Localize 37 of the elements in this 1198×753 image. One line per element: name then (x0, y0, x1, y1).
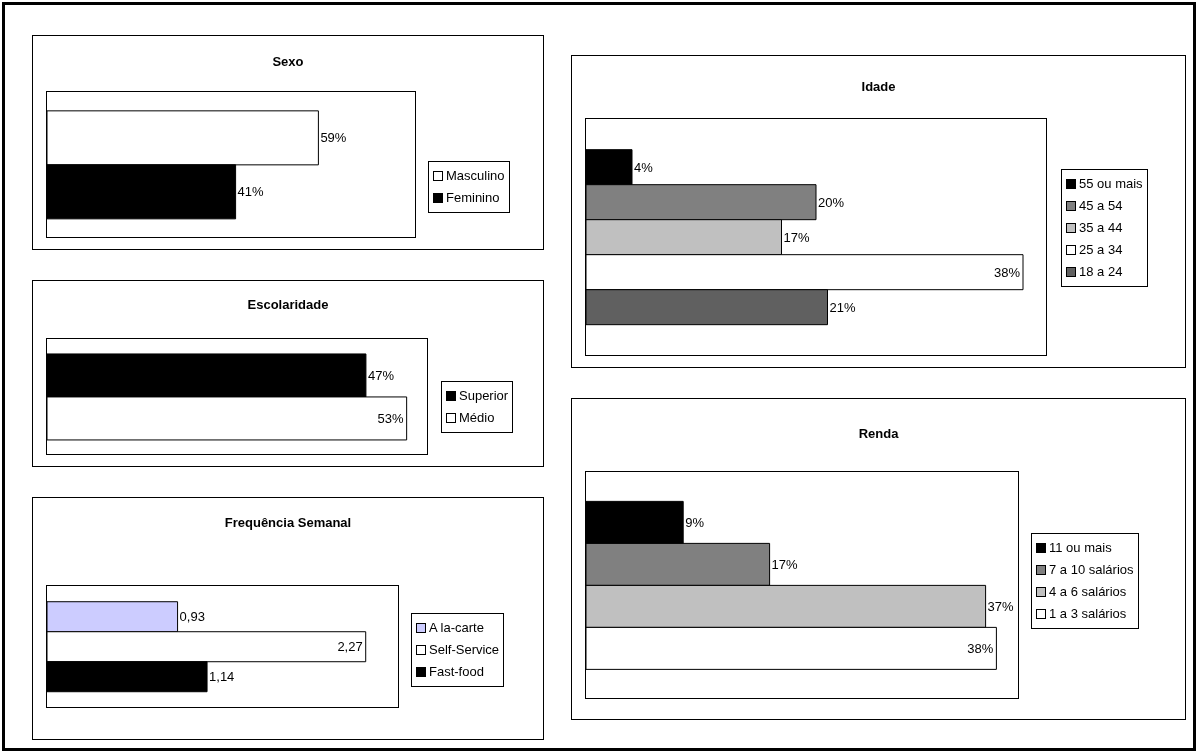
chart-title: Renda (857, 426, 900, 441)
text: Escolaridade (246, 297, 330, 312)
data-label: 17% (771, 556, 799, 572)
data-label: 0,93 (179, 609, 205, 625)
legend-label: 55 ou mais (1079, 175, 1143, 193)
data-label: 41% (237, 184, 265, 200)
legend-label: Self-Service (429, 641, 500, 659)
data-label: 2,27 (337, 639, 363, 655)
data-label: 1,14 (209, 669, 235, 685)
chart-title: Frequência Semanal (223, 515, 353, 530)
legend-label: 18 a 24 (1079, 263, 1123, 281)
legend-label: 4 a 6 salários (1049, 583, 1127, 601)
data-label: 20% (818, 194, 845, 210)
data-label: 9% (685, 514, 705, 530)
data-label: 4% (634, 159, 654, 175)
legend-label: 1 a 3 salários (1049, 605, 1127, 623)
data-label: 17% (783, 229, 810, 245)
data-label: 59% (320, 130, 347, 146)
legend-label: Masculino (446, 167, 505, 185)
text: Sexo (271, 54, 305, 69)
legend-label: 7 a 10 salários (1049, 561, 1134, 579)
legend-label: Feminino (446, 189, 500, 207)
legend-label: Médio (459, 409, 495, 427)
data-label: 21% (829, 299, 856, 315)
legend-label: Fast-food (429, 663, 484, 681)
data-label: 53% (377, 411, 405, 426)
legend-label: 45 a 54 (1079, 197, 1123, 215)
data-label: 47% (367, 368, 395, 383)
legend-label: 35 a 44 (1079, 219, 1123, 237)
legend-label: A la-carte (429, 619, 484, 637)
text: Idade (860, 79, 897, 94)
data-label: 38% (993, 264, 1021, 280)
data-label: 38% (967, 640, 994, 656)
data-label: 37% (987, 598, 1015, 614)
legend-label: Superior (459, 387, 509, 405)
legend-label: 25 a 34 (1079, 241, 1123, 259)
legend-label: 11 ou mais (1049, 539, 1112, 557)
